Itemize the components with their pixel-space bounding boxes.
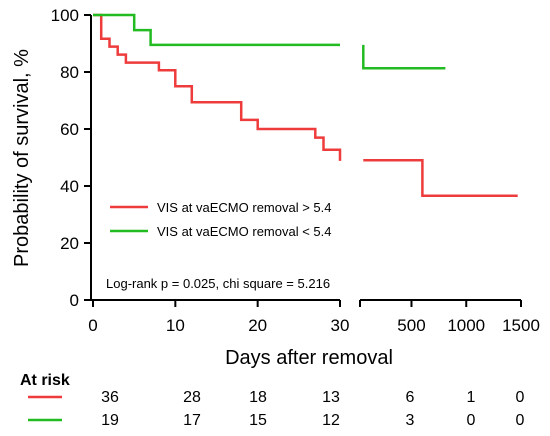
series-line-vis_high <box>93 13 342 161</box>
risk-table: At risk 36 28 18 13 6 1 0 19 17 15 12 3 0 0 <box>20 372 525 429</box>
risk-count-vis_high: 18 <box>249 389 267 406</box>
series-line-vis_low-late <box>362 44 446 70</box>
risk-count-vis_low: 0 <box>516 412 525 429</box>
y-tick-label: 40 <box>60 177 79 196</box>
x-tick-label: 20 <box>248 316 267 335</box>
x-tick-label: 0 <box>88 316 97 335</box>
risk-count-vis_low: 17 <box>183 412 201 429</box>
y-tick-label: 100 <box>51 6 79 25</box>
x-tick-label: 1000 <box>447 316 485 335</box>
risk-count-vis_high: 0 <box>516 389 525 406</box>
y-axis-title: Probability of survival, % <box>11 49 33 267</box>
risk-count-vis_high: 28 <box>183 389 201 406</box>
legend-label-vis_high: VIS at vaECMO removal > 5.4 <box>157 200 331 215</box>
series-layer <box>93 13 518 197</box>
x-tick-label: 10 <box>166 316 185 335</box>
x-tick-label: 1500 <box>502 316 540 335</box>
y-tick-label: 0 <box>70 291 79 310</box>
risk-count-vis_high: 13 <box>322 389 340 406</box>
x-tick-label: 30 <box>331 316 350 335</box>
risk-count-vis_high: 1 <box>467 389 476 406</box>
x-axis-title: Days after removal <box>225 347 393 369</box>
series-line-vis_low <box>93 13 340 47</box>
legend-label-vis_low: VIS at vaECMO removal < 5.4 <box>157 224 331 239</box>
risk-count-vis_low: 0 <box>467 412 476 429</box>
risk-table-title: At risk <box>20 372 70 389</box>
y-tick-label: 60 <box>60 120 79 139</box>
series-line-vis_high-late <box>363 159 518 197</box>
y-tick-label: 80 <box>60 63 79 82</box>
legend: VIS at vaECMO removal > 5.4 VIS at vaECMO… <box>110 200 331 239</box>
x-tick-label: 500 <box>397 316 425 335</box>
risk-count-vis_low: 12 <box>322 412 340 429</box>
logrank-annotation: Log-rank p = 0.025, chi square = 5.216 <box>106 276 330 291</box>
risk-count-vis_low: 19 <box>101 412 119 429</box>
y-tick-label: 20 <box>60 234 79 253</box>
risk-count-vis_low: 3 <box>406 412 415 429</box>
risk-count-vis_low: 15 <box>249 412 267 429</box>
risk-count-vis_high: 6 <box>406 389 415 406</box>
risk-count-vis_high: 36 <box>101 389 119 406</box>
